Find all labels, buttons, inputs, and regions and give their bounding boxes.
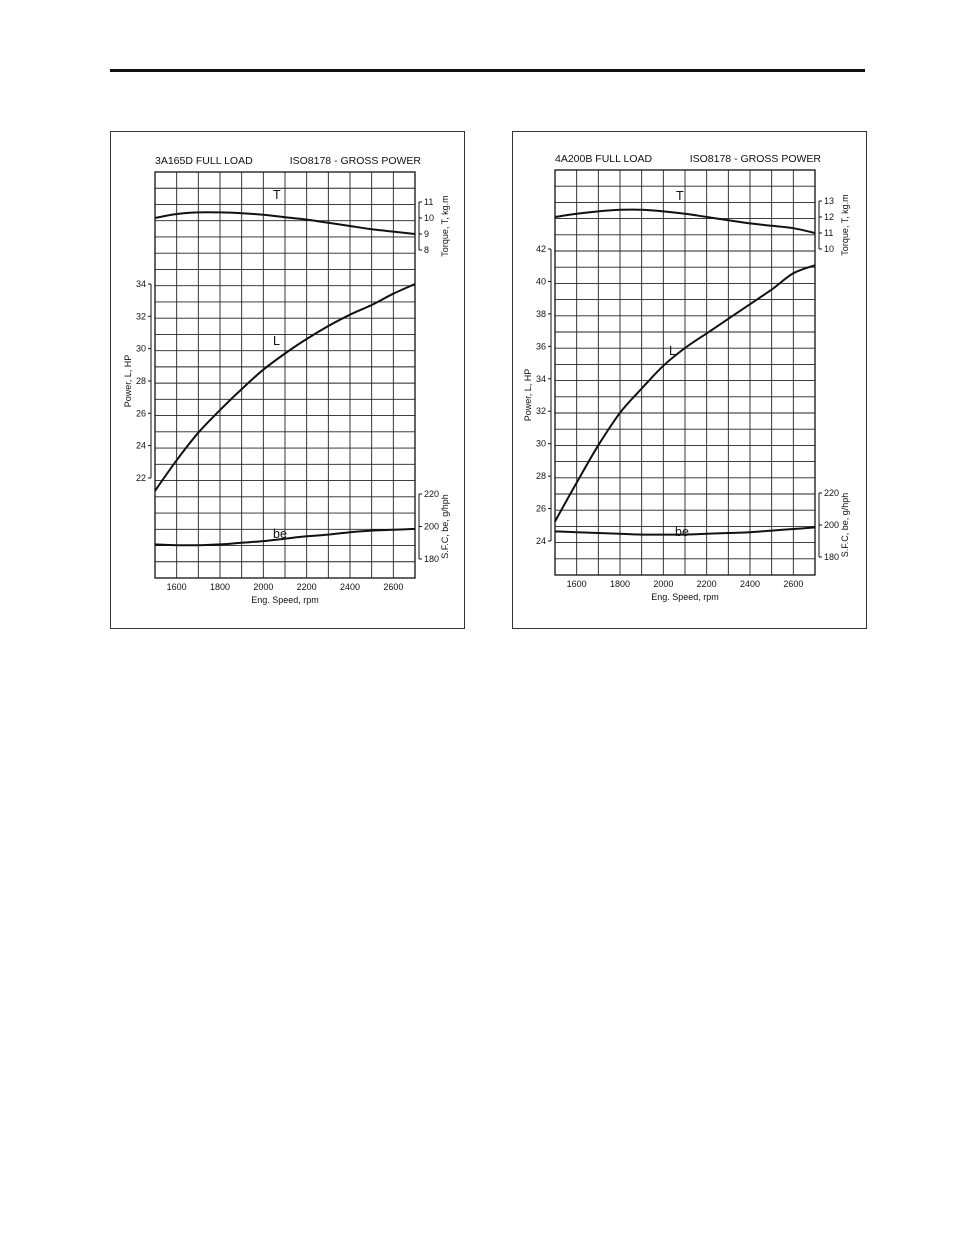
torque-tick-label: 9 <box>424 229 429 239</box>
x-tick-label: 2000 <box>653 579 673 589</box>
power-tick-label: 22 <box>136 473 146 483</box>
x-tick-label: 1600 <box>567 579 587 589</box>
torque-tick-label: 8 <box>424 245 429 255</box>
torque-tick-label: 10 <box>424 213 434 223</box>
power-tick-label: 34 <box>536 374 546 384</box>
torque-axis-label: Torque, T, kg.m <box>440 195 450 256</box>
sfc-tick-label: 220 <box>824 488 839 498</box>
top-rule <box>110 69 865 72</box>
sfc-tick-label: 200 <box>824 520 839 530</box>
series-label-L: L <box>669 344 676 358</box>
plot-frame <box>154 171 416 579</box>
power-tick-label: 38 <box>536 309 546 319</box>
chart-subtitle: ISO8178 - GROSS POWER <box>290 155 422 167</box>
series-label-L: L <box>273 334 280 348</box>
series-line-be <box>154 527 416 547</box>
sfc-axis-label: S.F.C, be, g/hph <box>840 493 850 558</box>
power-tick-label: 32 <box>136 311 146 321</box>
x-tick-label: 2400 <box>340 582 360 592</box>
power-tick-label: 30 <box>136 344 146 354</box>
torque-tick-label: 11 <box>424 197 433 207</box>
grid <box>154 171 416 579</box>
sfc-tick-label: 180 <box>424 554 439 564</box>
x-tick-label: 2600 <box>383 582 403 592</box>
torque-tick-label: 11 <box>824 228 833 238</box>
series-line-be <box>554 526 816 536</box>
sfc-tick-label: 180 <box>824 552 839 562</box>
plot-frame <box>554 169 816 576</box>
torque-tick-label: 12 <box>824 212 834 222</box>
power-tick-label: 28 <box>136 376 146 386</box>
power-tick-label: 30 <box>536 439 546 449</box>
x-tick-label: 2000 <box>253 582 273 592</box>
power-tick-label: 32 <box>536 406 546 416</box>
power-tick-label: 34 <box>136 279 146 289</box>
series-label-be: be <box>273 527 287 541</box>
series-line-L <box>154 283 416 492</box>
series-line-T <box>154 211 416 235</box>
sfc-tick-label: 220 <box>424 489 439 499</box>
x-tick-label: 2400 <box>740 579 760 589</box>
power-axis-label: Power, L, HP <box>123 355 133 408</box>
chart-svg: 3A165D FULL LOAD ISO8178 - GROSS POWER 160… <box>123 155 450 605</box>
torque-tick-label: 13 <box>824 196 834 206</box>
power-axis-label: Power, L, HP <box>523 369 533 422</box>
grid <box>554 169 816 576</box>
series-label-T: T <box>273 188 281 202</box>
chart-panel-4a200b: 4A200B FULL LOAD ISO8178 - GROSS POWER 160… <box>512 131 867 629</box>
torque-axis-label: Torque, T, kg.m <box>840 194 850 255</box>
power-tick-label: 26 <box>536 504 546 514</box>
x-tick-label: 1800 <box>610 579 630 589</box>
sfc-tick-label: 200 <box>424 522 439 532</box>
power-tick-label: 42 <box>536 244 546 254</box>
series-line-T <box>554 208 816 234</box>
power-tick-label: 36 <box>536 341 546 351</box>
x-tick-label: 2600 <box>783 579 803 589</box>
power-tick-label: 40 <box>536 276 546 286</box>
x-tick-label: 1600 <box>167 582 187 592</box>
x-tick-label: 2200 <box>297 582 317 592</box>
torque-tick-label: 10 <box>824 244 834 254</box>
chart-panel-3a165d: 3A165D FULL LOAD ISO8178 - GROSS POWER 160… <box>110 131 465 629</box>
chart-title: 3A165D FULL LOAD <box>155 155 253 167</box>
x-axis-label: Eng. Speed, rpm <box>651 592 719 602</box>
series-line-L <box>554 264 816 522</box>
series-label-T: T <box>676 189 684 203</box>
x-tick-label: 2200 <box>697 579 717 589</box>
chart-subtitle: ISO8178 - GROSS POWER <box>690 153 822 165</box>
x-tick-label: 1800 <box>210 582 230 592</box>
power-tick-label: 24 <box>536 536 546 546</box>
chart-title: 4A200B FULL LOAD <box>555 153 652 165</box>
chart-svg: 4A200B FULL LOAD ISO8178 - GROSS POWER 160… <box>523 153 850 602</box>
power-tick-label: 24 <box>136 441 146 451</box>
series-label-be: be <box>675 525 689 539</box>
x-axis-label: Eng. Speed, rpm <box>251 595 319 605</box>
power-tick-label: 26 <box>136 408 146 418</box>
power-tick-label: 28 <box>536 471 546 481</box>
sfc-axis-label: S.F.C, be, g/hph <box>440 494 450 559</box>
